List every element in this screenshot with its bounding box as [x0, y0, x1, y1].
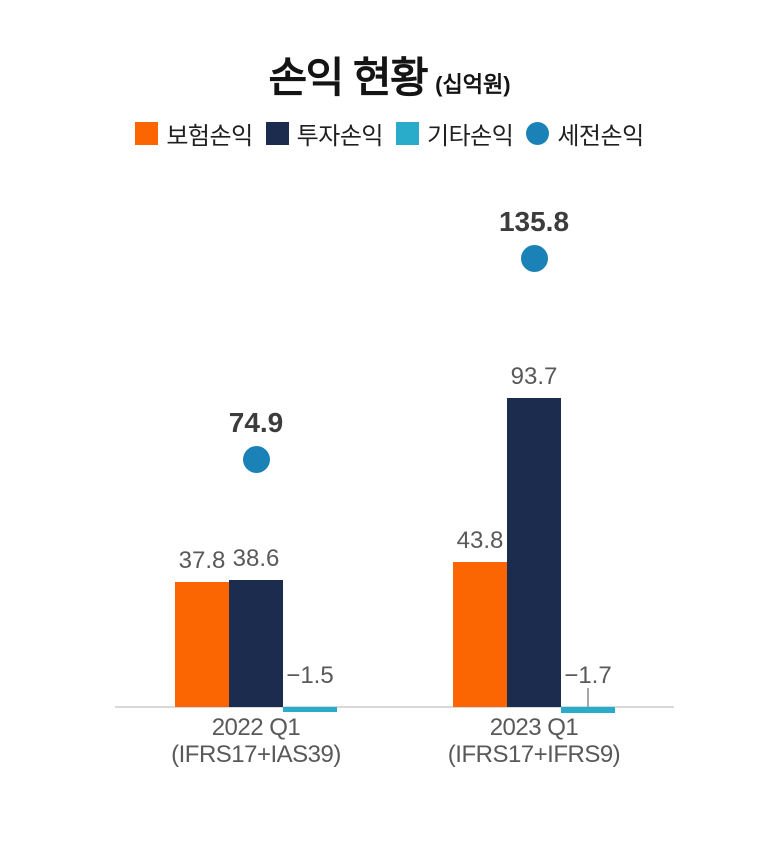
chart-title-text: 손익 현황	[268, 54, 428, 101]
pretax-profit-dot	[520, 245, 548, 273]
legend-square-marker	[135, 121, 159, 145]
bar	[507, 397, 561, 707]
bar-value-label: −1.7	[564, 662, 612, 689]
x-axis-line	[115, 706, 674, 708]
legend-square-marker	[396, 121, 419, 145]
chart-title: 손익 현황 (십억원)	[0, 44, 779, 105]
bar	[175, 582, 229, 707]
legend-item-3: 세전손익	[526, 116, 644, 151]
chart-title-unit: (십억원)	[435, 72, 511, 97]
bar	[561, 707, 615, 713]
legend-square-marker	[265, 121, 289, 145]
legend-item-0: 보험손익	[135, 116, 253, 151]
bar-value-label: −1.5	[286, 662, 334, 689]
legend-circle-marker	[526, 121, 550, 145]
category-label-line1: 2022 Q1	[211, 714, 301, 741]
category-label-line1: 2023 Q1	[489, 714, 579, 741]
category-label: 2023 Q1 (IFRS17+IFRS9)	[374, 714, 694, 768]
category-label-line2: (IFRS17+IAS39)	[171, 741, 341, 768]
point-value-label: 135.8	[498, 206, 570, 238]
label-leader-line	[587, 688, 589, 707]
legend-item-label: 투자손익	[296, 122, 384, 150]
legend-item-label: 기타손익	[427, 122, 514, 150]
legend-item-label: 세전손익	[557, 122, 644, 150]
bar	[229, 579, 283, 707]
pretax-profit-dot	[242, 446, 270, 474]
legend-item-label: 보험손익	[166, 122, 253, 150]
category-label-line2: (IFRS17+IFRS9)	[447, 741, 621, 768]
category-label: 2022 Q1 (IFRS17+IAS39)	[96, 714, 416, 768]
bar-value-label: 93.7	[510, 362, 558, 390]
bar-value-label: 38.6	[232, 544, 280, 572]
legend-item-1: 투자손익	[265, 116, 384, 151]
legend: 보험손익 투자손익 기타손익 세전손익	[0, 119, 779, 150]
bar-value-label: 43.8	[456, 527, 504, 555]
point-value-label: 74.9	[228, 407, 284, 439]
bar-value-label: 37.8	[178, 547, 226, 575]
legend-item-2: 기타손익	[396, 116, 514, 151]
bar	[283, 707, 337, 712]
bar	[453, 562, 507, 707]
